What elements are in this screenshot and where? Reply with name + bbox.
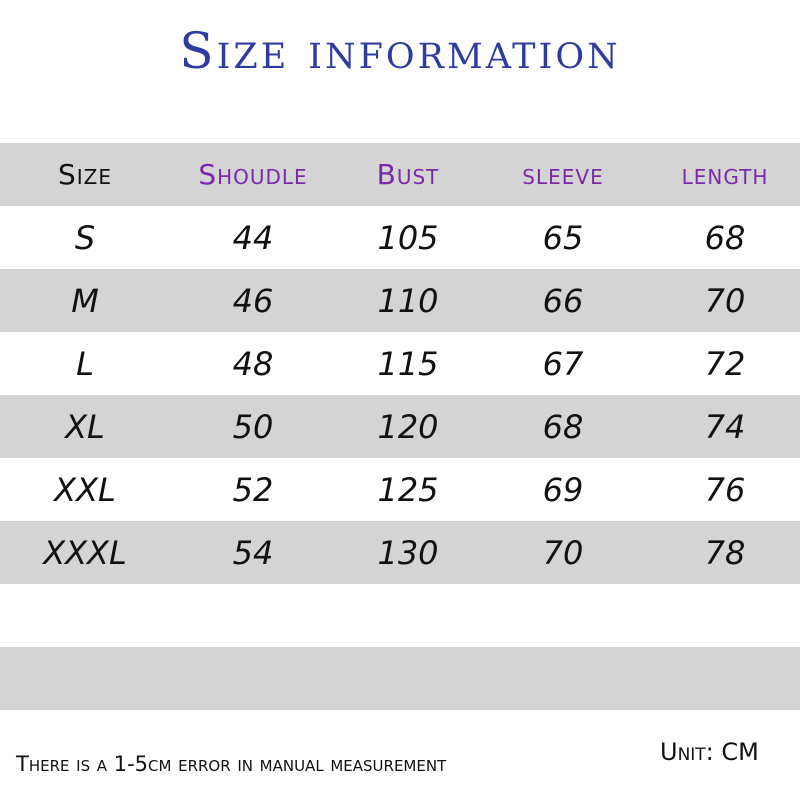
unit-label: Unit: CM <box>660 738 759 766</box>
value-cell: 44 <box>232 218 274 257</box>
header-cell: Size <box>57 158 112 191</box>
value-cell: 68 <box>542 407 584 446</box>
table-header: Size Shoudle Bust sleeve length <box>0 143 800 206</box>
size-cell: XXXL <box>43 533 127 572</box>
size-cell: XXL <box>54 470 116 509</box>
value-cell: 78 <box>704 533 746 572</box>
table-row: XXL 52 125 69 76 <box>0 458 800 521</box>
value-cell: 74 <box>704 407 746 446</box>
value-cell: 125 <box>377 470 439 509</box>
value-cell: 48 <box>232 344 274 383</box>
header-cell: sleeve <box>522 158 604 191</box>
header-cell: length <box>681 158 769 191</box>
table-row: S 44 105 65 68 <box>0 206 800 269</box>
size-cell: XL <box>65 407 105 446</box>
table-row: XXXL 54 130 70 78 <box>0 521 800 584</box>
value-cell: 67 <box>542 344 584 383</box>
value-cell: 105 <box>377 218 439 257</box>
value-cell: 70 <box>704 281 746 320</box>
table-row: L 48 115 67 72 <box>0 332 800 395</box>
empty-band <box>0 647 800 710</box>
value-cell: 50 <box>232 407 274 446</box>
size-cell: L <box>76 344 94 383</box>
page-title: Size information <box>179 22 621 80</box>
value-cell: 68 <box>704 218 746 257</box>
measurement-note: There is a 1-5cm error in manual measure… <box>16 752 447 776</box>
table-row: M 46 110 66 70 <box>0 269 800 332</box>
size-cell: S <box>74 218 96 257</box>
value-cell: 54 <box>232 533 274 572</box>
value-cell: 120 <box>377 407 439 446</box>
value-cell: 72 <box>704 344 746 383</box>
value-cell: 130 <box>377 533 439 572</box>
value-cell: 69 <box>542 470 584 509</box>
value-cell: 115 <box>377 344 439 383</box>
value-cell: 52 <box>232 470 274 509</box>
size-cell: M <box>71 281 99 320</box>
table-row: XL 50 120 68 74 <box>0 395 800 458</box>
header-cell: Shoudle <box>198 158 308 191</box>
header-cell: Bust <box>376 158 440 191</box>
value-cell: 46 <box>232 281 274 320</box>
value-cell: 66 <box>542 281 584 320</box>
value-cell: 70 <box>542 533 584 572</box>
value-cell: 110 <box>377 281 439 320</box>
value-cell: 76 <box>704 470 746 509</box>
value-cell: 65 <box>542 218 584 257</box>
